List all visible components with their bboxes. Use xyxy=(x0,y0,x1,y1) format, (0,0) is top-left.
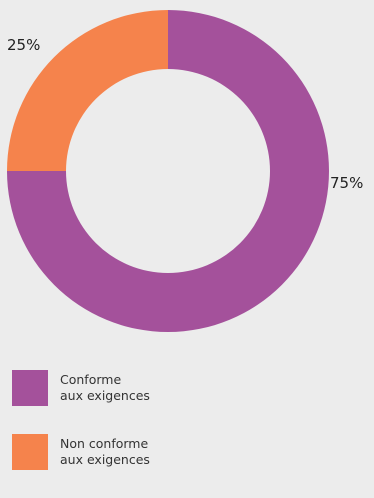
legend-label-line: aux exigences xyxy=(60,452,150,467)
legend: Conforme aux exigences Non conforme aux … xyxy=(12,370,352,498)
slice-label-conforme: 75% xyxy=(330,174,363,192)
legend-swatch-non-conforme xyxy=(12,434,48,470)
legend-label-conforme: Conforme aux exigences xyxy=(60,370,150,404)
slice-non-conforme xyxy=(7,10,168,171)
legend-label-line: Conforme xyxy=(60,372,122,387)
slice-label-non-conforme: 25% xyxy=(7,36,40,54)
legend-item-conforme: Conforme aux exigences xyxy=(12,370,352,406)
legend-label-line: Non conforme xyxy=(60,436,149,451)
legend-item-non-conforme: Non conforme aux exigences xyxy=(12,434,352,470)
legend-label-line: aux exigences xyxy=(60,388,150,403)
slice-conforme xyxy=(7,10,329,332)
legend-swatch-conforme xyxy=(12,370,48,406)
legend-label-non-conforme: Non conforme aux exigences xyxy=(60,434,150,468)
donut-chart: 75% 25% xyxy=(7,10,363,332)
